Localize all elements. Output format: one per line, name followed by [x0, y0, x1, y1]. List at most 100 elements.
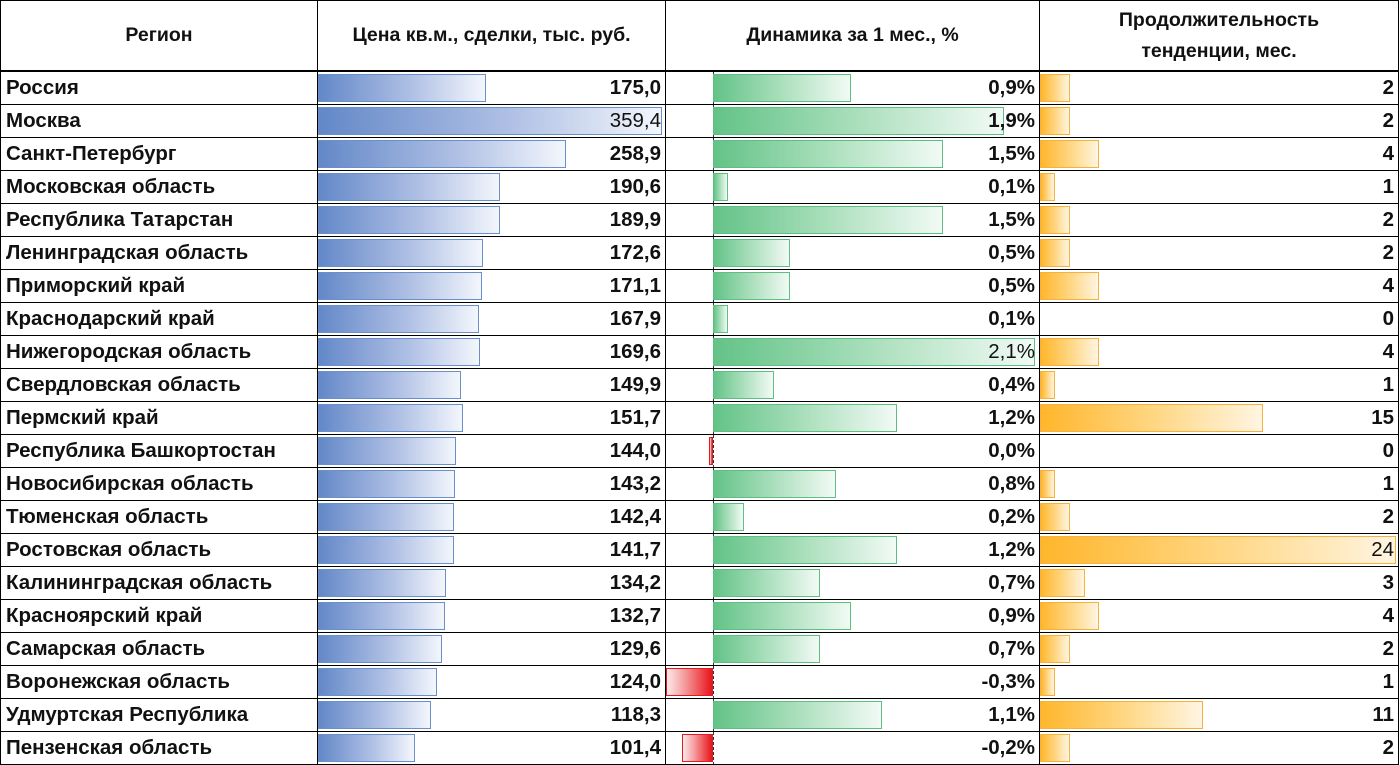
price-value: 134,2	[609, 571, 661, 594]
price-cell: 101,4	[317, 731, 666, 765]
duration-value: 4	[1382, 274, 1394, 297]
region-cell: Московская область	[0, 170, 318, 204]
price-cell: 118,3	[317, 698, 666, 732]
duration-cell: 1	[1039, 368, 1399, 402]
price-value: 175,0	[609, 76, 661, 99]
duration-cell: 1	[1039, 467, 1399, 501]
dynamics-positive-bar	[713, 107, 1004, 135]
region-cell: Пензенская область	[0, 731, 318, 765]
price-value: 124,0	[609, 670, 661, 693]
region-cell: Санкт-Петербург	[0, 137, 318, 171]
dynamics-negative-bar	[709, 437, 713, 465]
duration-cell: 2	[1039, 203, 1399, 237]
region-cell: Удмуртская Республика	[0, 698, 318, 732]
header-row: Регион Цена кв.м., сделки, тыс. руб. Дин…	[0, 0, 1399, 72]
duration-cell: 4	[1039, 599, 1399, 633]
dynamics-value: -0,2%	[981, 736, 1035, 759]
table-row: Ростовская область 141,7 1,2% 24	[0, 533, 1399, 567]
price-value: 129,6	[609, 637, 661, 660]
duration-value: 4	[1382, 340, 1394, 363]
price-value: 141,7	[609, 538, 661, 561]
dynamics-cell: 0,0%	[665, 434, 1040, 468]
price-value: 142,4	[609, 505, 661, 528]
dynamics-cell: 1,2%	[665, 533, 1040, 567]
dynamics-value: 0,5%	[988, 241, 1035, 264]
price-cell: 258,9	[317, 137, 666, 171]
dynamics-cell: -0,3%	[665, 665, 1040, 699]
dynamics-cell: 1,5%	[665, 137, 1040, 171]
price-bar	[318, 503, 454, 531]
price-cell: 190,6	[317, 170, 666, 204]
table-row: Удмуртская Республика 118,3 1,1% 11	[0, 698, 1399, 732]
price-bar	[318, 734, 415, 762]
dynamics-value: 0,9%	[988, 604, 1035, 627]
price-bar	[318, 239, 483, 267]
table-row: Приморский край 171,1 0,5% 4	[0, 269, 1399, 303]
duration-value: 2	[1382, 505, 1394, 528]
header-price: Цена кв.м., сделки, тыс. руб.	[317, 0, 666, 72]
table-row: Санкт-Петербург 258,9 1,5% 4	[0, 137, 1399, 171]
dynamics-cell: 0,5%	[665, 236, 1040, 270]
price-value: 118,3	[610, 703, 661, 726]
price-bar	[318, 272, 482, 300]
dynamics-zero-axis	[713, 435, 714, 467]
duration-cell: 3	[1039, 566, 1399, 600]
duration-bar	[1040, 371, 1055, 399]
region-cell: Пермский край	[0, 401, 318, 435]
duration-value: 11	[1372, 703, 1394, 726]
dynamics-cell: 0,9%	[665, 70, 1040, 105]
region-cell: Воронежская область	[0, 665, 318, 699]
table-row: Свердловская область 149,9 0,4% 1	[0, 368, 1399, 402]
price-bar	[318, 107, 662, 135]
table-row: Республика Башкортостан 144,0 0,0% 0	[0, 434, 1399, 468]
price-bar	[318, 305, 479, 333]
duration-cell: 2	[1039, 104, 1399, 138]
price-value: 167,9	[609, 307, 661, 330]
dynamics-positive-bar	[713, 404, 897, 432]
duration-value: 2	[1382, 736, 1394, 759]
duration-cell: 15	[1039, 401, 1399, 435]
region-cell: Республика Татарстан	[0, 203, 318, 237]
dynamics-value: 0,5%	[988, 274, 1035, 297]
duration-cell: 0	[1039, 434, 1399, 468]
duration-value: 2	[1382, 109, 1394, 132]
price-bar	[318, 404, 463, 432]
duration-bar	[1040, 74, 1070, 102]
region-cell: Красноярский край	[0, 599, 318, 633]
duration-bar	[1040, 536, 1396, 564]
header-duration-line2: тенденции, мес.	[1141, 39, 1297, 62]
dynamics-positive-bar	[713, 206, 943, 234]
duration-value: 2	[1382, 208, 1394, 231]
duration-bar	[1040, 734, 1070, 762]
table-row: Краснодарский край 167,9 0,1% 0	[0, 302, 1399, 336]
duration-cell: 2	[1039, 632, 1399, 666]
dynamics-value: 0,0%	[988, 439, 1035, 462]
dynamics-positive-bar	[713, 173, 728, 201]
price-bar	[318, 140, 566, 168]
dynamics-positive-bar	[713, 503, 744, 531]
duration-cell: 4	[1039, 335, 1399, 369]
dynamics-positive-bar	[713, 140, 943, 168]
duration-cell: 2	[1039, 70, 1399, 105]
dynamics-cell: 0,2%	[665, 500, 1040, 534]
price-cell: 132,7	[317, 599, 666, 633]
duration-cell: 2	[1039, 731, 1399, 765]
price-value: 172,6	[609, 241, 661, 264]
dynamics-cell: 0,7%	[665, 632, 1040, 666]
region-cell: Россия	[0, 70, 318, 105]
duration-bar	[1040, 173, 1055, 201]
dynamics-value: 0,1%	[988, 175, 1035, 198]
price-value: 151,7	[609, 406, 661, 429]
duration-value: 2	[1382, 637, 1394, 660]
duration-bar	[1040, 404, 1263, 432]
dynamics-value: 1,2%	[988, 538, 1035, 561]
dynamics-positive-bar	[713, 701, 882, 729]
dynamics-value: 0,8%	[988, 472, 1035, 495]
dynamics-value: 1,5%	[988, 208, 1035, 231]
price-bar	[318, 536, 454, 564]
dynamics-cell: 0,1%	[665, 170, 1040, 204]
region-cell: Самарская область	[0, 632, 318, 666]
price-value: 190,6	[609, 175, 661, 198]
duration-bar	[1040, 338, 1099, 366]
duration-cell: 0	[1039, 302, 1399, 336]
